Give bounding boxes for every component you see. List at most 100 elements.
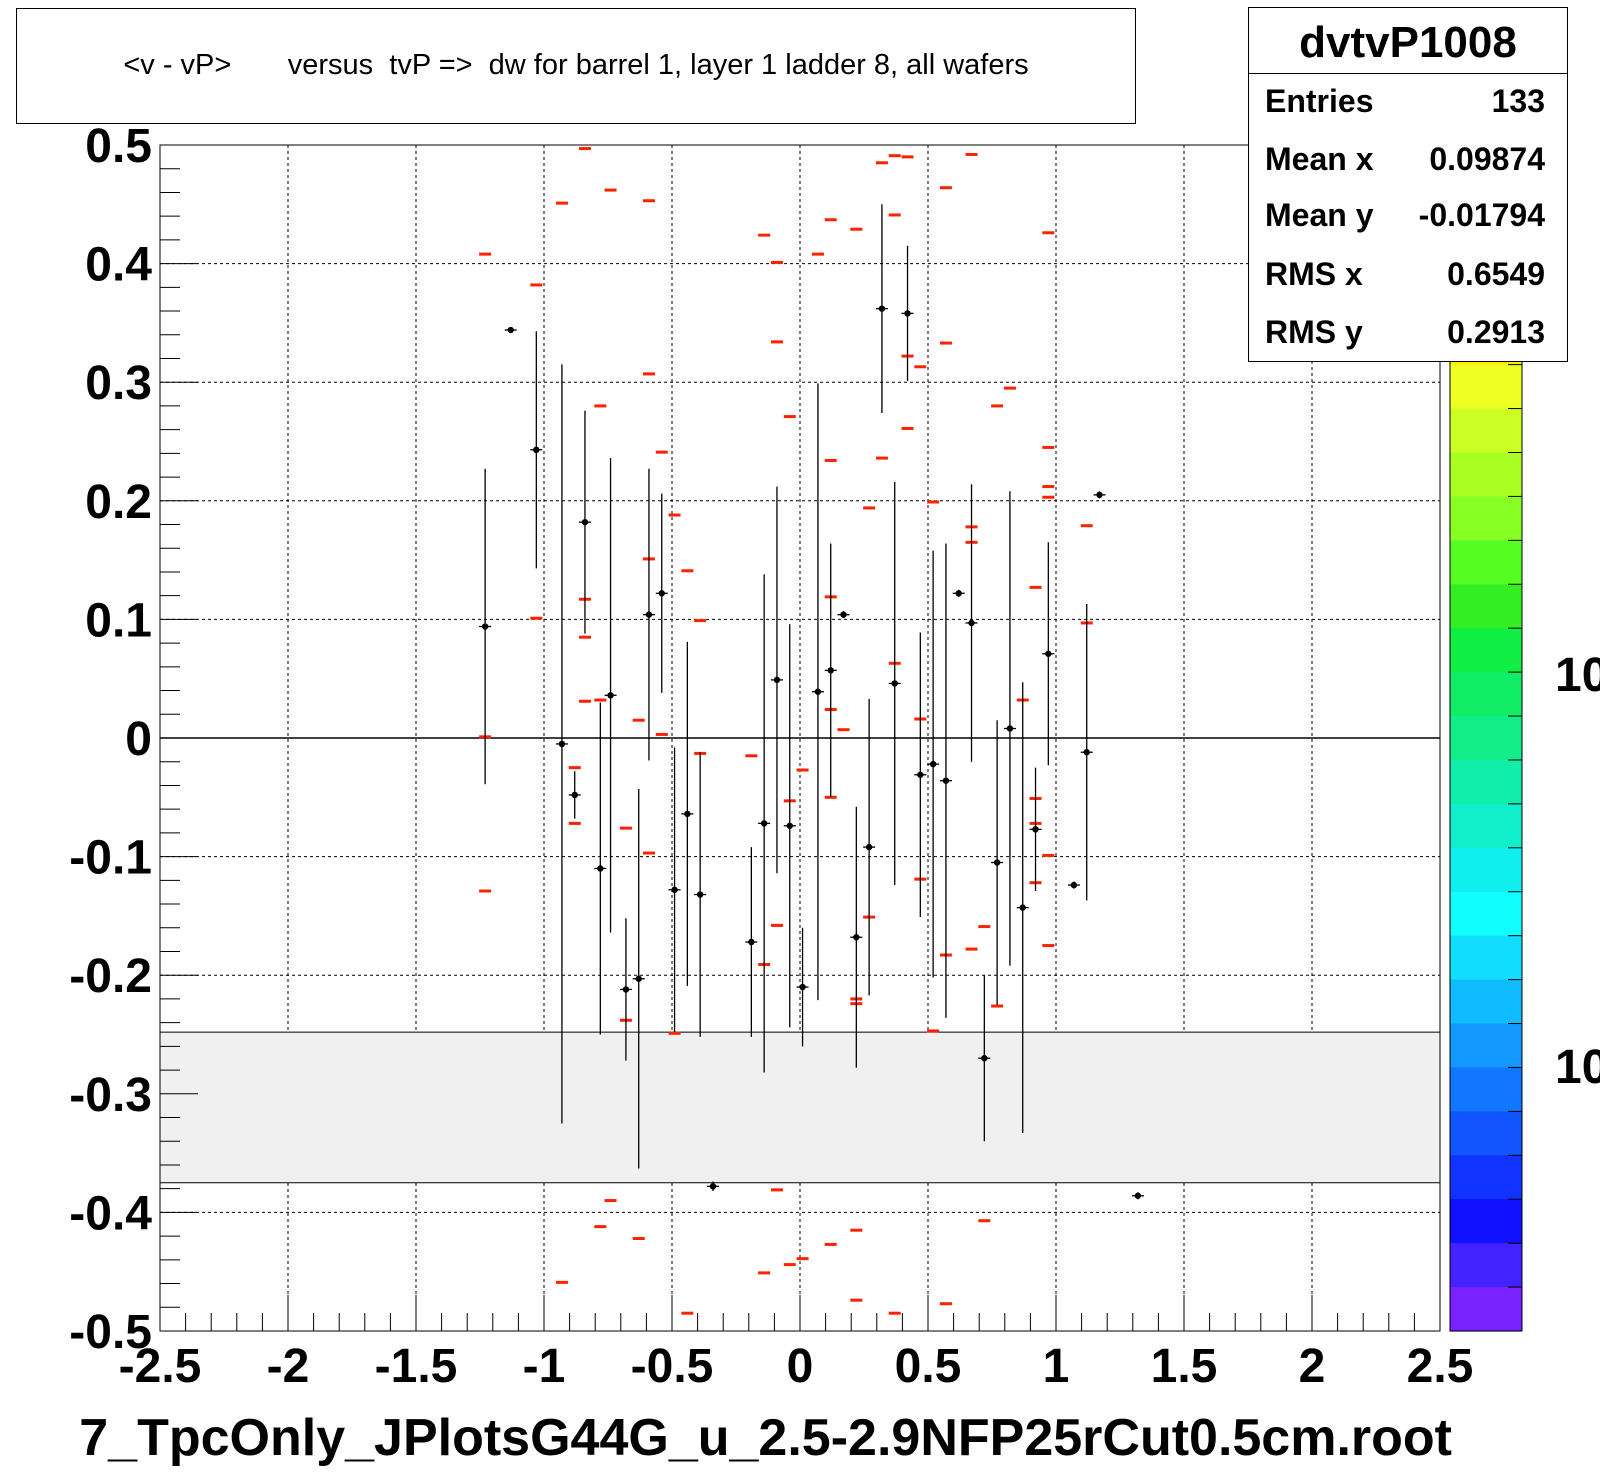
profile-marker <box>645 611 653 618</box>
profile-marker <box>1019 904 1026 911</box>
y-tick-label: -0.4 <box>69 1187 152 1240</box>
data-point <box>1003 386 1016 390</box>
data-point <box>837 728 850 732</box>
palette-swatch <box>1450 803 1522 849</box>
profile-point <box>1016 682 1029 1133</box>
data-point <box>594 698 607 702</box>
data-point <box>568 766 581 770</box>
profile-point <box>927 550 940 978</box>
data-point <box>479 252 492 256</box>
profile-point <box>604 458 617 933</box>
x-tick-label: 1.5 <box>1151 1340 1218 1393</box>
data-point <box>1042 853 1055 857</box>
data-point <box>655 450 668 454</box>
stats-box: dvtvP1008 Entries 133 Mean x 0.09874 Mea… <box>1248 7 1568 362</box>
data-point <box>796 1257 809 1261</box>
profile-point <box>796 927 809 1047</box>
profile-marker <box>607 692 614 699</box>
profile-marker <box>968 619 975 627</box>
data-point <box>668 513 681 517</box>
data-point <box>604 188 617 192</box>
profile-marker <box>1096 491 1103 499</box>
stats-value: 133 <box>1491 83 1545 119</box>
profile-point <box>837 611 850 619</box>
profile-point <box>783 624 796 1028</box>
data-point <box>668 1031 681 1035</box>
data-point <box>939 341 952 345</box>
data-point <box>875 456 888 460</box>
data-point <box>1042 445 1055 449</box>
profile-point <box>888 481 901 886</box>
data-point <box>578 699 591 703</box>
data-point <box>978 1219 991 1223</box>
palette-swatch <box>1450 935 1522 981</box>
data-point <box>642 372 655 376</box>
y-tick-label: 0.1 <box>85 594 152 647</box>
profile-point <box>991 720 1004 1005</box>
profile-point <box>479 468 492 785</box>
data-point <box>632 718 645 722</box>
profile-point <box>978 975 991 1142</box>
profile-point <box>681 641 694 986</box>
x-tick-label: 0.5 <box>895 1340 962 1393</box>
profile-marker <box>865 843 873 851</box>
profile-point <box>850 806 863 1068</box>
data-point <box>888 1311 901 1315</box>
profile-point <box>965 484 978 762</box>
data-point <box>770 1188 783 1192</box>
data-point <box>783 1263 796 1267</box>
profile-marker <box>878 305 886 312</box>
profile-point <box>811 383 824 1001</box>
data-point <box>888 154 901 158</box>
profile-marker <box>507 326 514 334</box>
data-point <box>824 218 837 222</box>
profile-point <box>655 493 668 693</box>
empty-band <box>159 1031 1441 1184</box>
y-tick-label: -0.3 <box>69 1069 152 1122</box>
color-palette <box>1449 144 1523 1332</box>
palette-swatch <box>1450 1155 1522 1200</box>
stats-key: RMS x <box>1265 256 1363 292</box>
palette-swatch <box>1450 1067 1522 1112</box>
data-point <box>604 1199 617 1203</box>
x-tick-label: 2.5 <box>1407 1340 1474 1393</box>
palette-swatch <box>1450 979 1522 1025</box>
profile-marker <box>1083 749 1090 756</box>
stats-key: Mean x <box>1265 141 1374 177</box>
y-tick-label: 0 <box>125 713 152 766</box>
palette-swatch <box>1450 1199 1522 1244</box>
data-point <box>1080 524 1093 528</box>
profile-marker <box>840 611 847 618</box>
stats-row-mean-x: Mean x 0.09874 <box>1265 141 1545 181</box>
palette-swatch <box>1450 1287 1522 1332</box>
stats-row-rms-y: RMS y 0.2913 <box>1265 314 1545 354</box>
x-tick-label: -1.5 <box>375 1340 458 1393</box>
data-point <box>875 161 888 165</box>
profile-marker <box>827 667 834 674</box>
profile-point <box>875 204 888 414</box>
profile-points <box>479 204 1144 1200</box>
data-point <box>642 199 655 203</box>
data-point <box>991 1004 1004 1008</box>
profile-point <box>770 486 783 874</box>
footer-filename: 7_TpcOnly_JPlotsG44G_u_2.5-2.9NFP25rCut0… <box>79 1409 1452 1467</box>
profile-marker <box>1070 881 1078 889</box>
data-point <box>758 233 771 237</box>
stats-key: RMS y <box>1265 314 1363 350</box>
data-point <box>555 201 568 205</box>
profile-point <box>694 752 707 1037</box>
data-point <box>1042 944 1055 948</box>
stats-key: Entries <box>1265 83 1374 119</box>
data-point <box>901 155 914 159</box>
palette-swatch <box>1450 716 1522 761</box>
profile-point <box>1042 542 1055 766</box>
title-box: <v - vP> versus tvP => dw for barrel 1, … <box>16 8 1136 124</box>
x-tick-label: -1 <box>523 1340 566 1393</box>
profile-marker <box>891 680 898 687</box>
data-point <box>479 889 492 893</box>
data-point <box>681 1311 694 1315</box>
profile-marker <box>981 1055 988 1062</box>
data-point <box>850 1298 863 1302</box>
palette-swatch <box>1450 891 1522 937</box>
profile-marker <box>684 810 691 818</box>
